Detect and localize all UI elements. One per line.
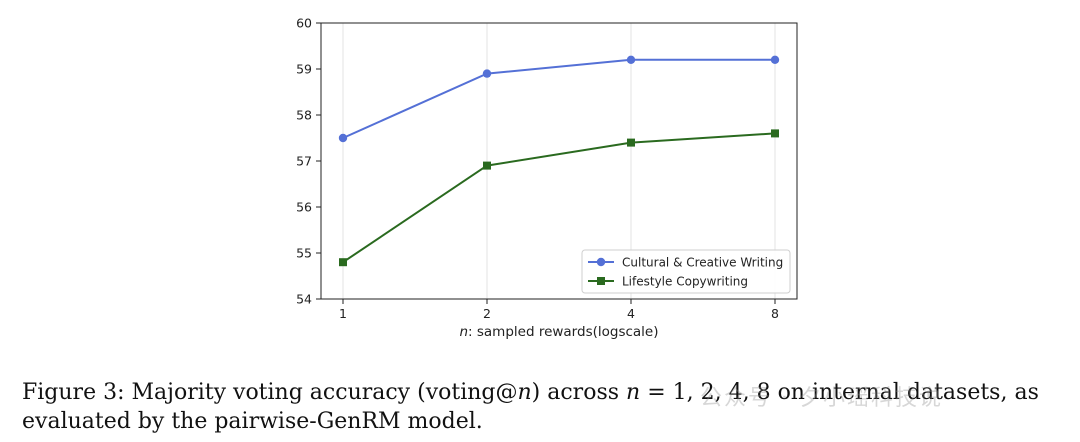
y-tick-label-59: 59 [296, 62, 312, 77]
legend: Cultural & Creative Writing Lifestyle Cop… [581, 249, 791, 294]
y-axis: 54 55 56 57 58 59 60 [296, 16, 321, 307]
y-tick-label-54: 54 [296, 292, 312, 307]
data-point-cultural-creative-writing-2 [482, 69, 492, 78]
data-point-lifestyle-copywriting-2 [483, 161, 491, 170]
legend-label-lifestyle-copywriting: Lifestyle Copywriting [622, 275, 748, 289]
y-tick-label-55: 55 [296, 246, 312, 261]
series-line-cultural-creative-writing [342, 58, 775, 139]
x-axis-label: n: sampled rewards(logscale) [459, 324, 658, 340]
data-point-cultural-creative-writing-1 [338, 133, 348, 143]
series-cultural-creative-writing [338, 55, 780, 143]
x-tick-label-2: 2 [483, 306, 491, 321]
y-tick-label-56: 56 [296, 200, 312, 215]
chart: 54 55 56 57 58 59 60 1 2 4 8 Cultural & Creative … [296, 16, 798, 340]
x-tick-label-8: 8 [771, 306, 779, 321]
watermark: 公众号 · 夕小瑶科技说 [700, 386, 943, 411]
legend-label-cultural-creative-writing: Cultural & Creative Writing [622, 256, 783, 270]
y-tick-label-57: 57 [296, 154, 312, 169]
series-layer [338, 55, 780, 267]
figure-caption: Figure 3: Majority voting accuracy (voti… [22, 380, 1039, 434]
data-point-lifestyle-copywriting-4 [627, 138, 635, 147]
legend-marker-cultural-creative-writing [596, 257, 606, 267]
series-lifestyle-copywriting [339, 129, 779, 267]
data-point-cultural-creative-writing-8 [770, 55, 780, 64]
x-tick-label-1: 1 [339, 306, 347, 321]
data-point-lifestyle-copywriting-8 [771, 129, 779, 138]
legend-box [581, 249, 791, 294]
series-line-lifestyle-copywriting [342, 132, 776, 264]
y-tick-label-58: 58 [296, 108, 312, 123]
y-tick-label-60: 60 [296, 16, 312, 31]
data-point-lifestyle-copywriting-1 [339, 258, 347, 267]
x-axis: 1 2 4 8 [339, 299, 779, 321]
data-point-cultural-creative-writing-4 [626, 55, 636, 64]
x-tick-label-4: 4 [627, 306, 635, 321]
legend-marker-lifestyle-copywriting [597, 277, 605, 285]
